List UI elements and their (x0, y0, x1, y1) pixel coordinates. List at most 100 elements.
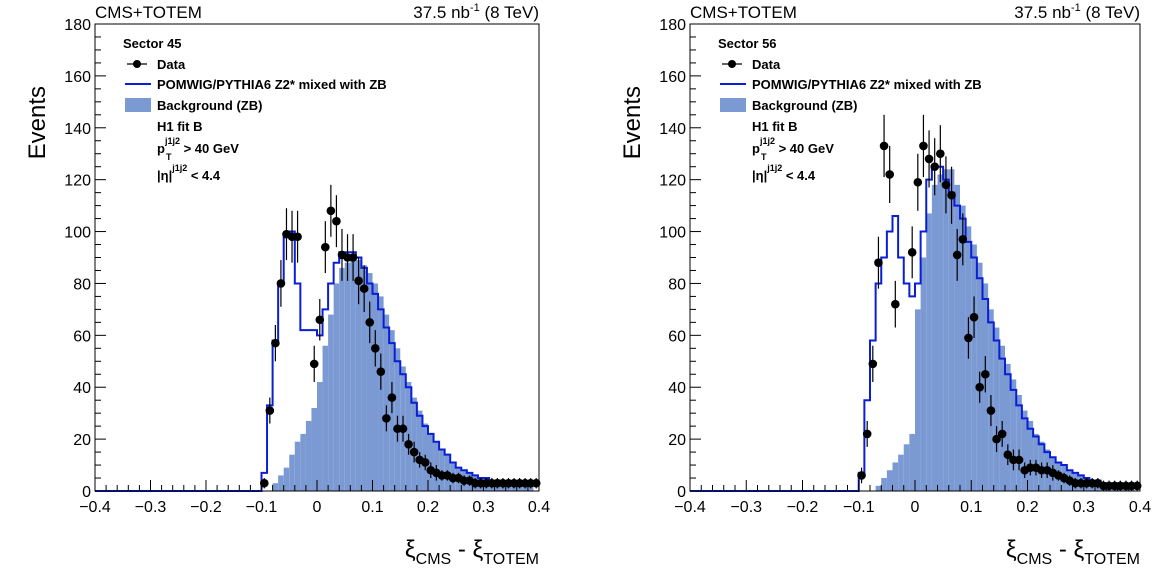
data-point (1132, 481, 1142, 491)
data-point (398, 424, 408, 434)
bar (960, 205, 966, 491)
y-tick-label: 60 (668, 328, 686, 345)
y-tick-label: 40 (668, 380, 686, 397)
x-axis: −0.4 −0.3 −0.2 −0.1 0 0.1 0.2 0.3 0.4 (674, 480, 1151, 516)
legend-sector: Sector 56 (718, 36, 777, 51)
y-tick-label: 0 (677, 484, 686, 501)
bar (317, 382, 323, 491)
data-point (332, 216, 341, 226)
data-point (359, 284, 369, 293)
x-tick-label: −0.4 (79, 499, 111, 516)
data-point (913, 177, 923, 187)
data-point (321, 242, 330, 252)
bar (892, 462, 899, 491)
bar (948, 169, 955, 492)
legend-pt-subscript: T (761, 152, 767, 162)
data-point (862, 429, 872, 439)
background-histogram (272, 260, 534, 491)
data-point (941, 180, 951, 190)
bar (937, 174, 944, 491)
data-point (964, 333, 973, 343)
data-point (404, 440, 413, 449)
bar (294, 441, 301, 491)
x-tick-label: −0.1 (843, 499, 875, 516)
x-tick-label: −0.2 (190, 499, 222, 516)
data-point (354, 276, 363, 286)
data-point (315, 315, 325, 325)
x-tick-label: 0.3 (472, 499, 494, 516)
data-point (874, 258, 883, 267)
data-point (387, 393, 397, 402)
legend-pt-cut: pj1j2 > 40 GeV (157, 136, 239, 156)
background-histogram (875, 169, 1135, 492)
bar (328, 314, 334, 491)
legend-data-label: Data (157, 57, 186, 72)
data-point (907, 248, 917, 257)
legend-fit-label: H1 fit B (752, 119, 798, 134)
legend-sector: Sector 45 (123, 36, 182, 51)
y-tick-label: 100 (64, 225, 91, 242)
bar (305, 420, 312, 491)
data-point (420, 458, 430, 467)
y-axis-label: Events (619, 86, 646, 159)
bar (926, 213, 932, 491)
mc-step-line (95, 230, 534, 492)
data-point (885, 170, 894, 179)
data-point (952, 250, 962, 260)
bar (311, 407, 317, 491)
legend-data-marker (728, 60, 736, 68)
y-axis-label: Events (24, 86, 51, 159)
bar (300, 433, 306, 491)
x-tick-label: 0.2 (417, 499, 439, 516)
legend-mc-label: POMWIG/PYTHIA6 Z2* mixed with ZB (157, 77, 387, 92)
bar (278, 475, 284, 491)
bar (272, 483, 279, 491)
x-tick-label: −0.4 (674, 499, 706, 516)
data-point (930, 162, 939, 171)
bar (999, 345, 1005, 491)
header-left: CMS+TOTEM (690, 3, 797, 22)
data-series (259, 184, 541, 489)
bar (886, 470, 893, 491)
x-tick-label: 0 (911, 499, 920, 516)
data-point (326, 206, 336, 216)
bar (909, 433, 915, 491)
data-point (924, 154, 934, 164)
data-point (382, 414, 391, 423)
y-tick-label: 80 (73, 276, 91, 293)
data-point (276, 279, 286, 288)
data-point (879, 141, 889, 151)
legend-data-label: Data (752, 57, 781, 72)
chart-panel-1: −0.4 −0.3 −0.2 −0.1 0 0.1 0.2 0.3 0.4 0 20 40 60 80 10… (24, 2, 550, 568)
legend-mc-label: POMWIG/PYTHIA6 Z2* mixed with ZB (752, 77, 982, 92)
y-tick-label: 60 (73, 328, 91, 345)
y-tick-label: 180 (64, 17, 91, 34)
bar (1027, 420, 1034, 491)
x-tick-label: 0 (313, 499, 322, 516)
legend: Sector 45 Data POMWIG/PYTHIA6 Z2* mixed wi… (123, 36, 387, 183)
bar (289, 454, 295, 491)
data-point (531, 478, 541, 488)
bar (339, 267, 345, 491)
y-tick-label: 20 (73, 432, 91, 449)
bar (372, 283, 379, 491)
legend-bkg-swatch (720, 98, 746, 112)
y-tick-label: 120 (64, 173, 91, 190)
x-tick-label: −0.2 (787, 499, 819, 516)
bar (366, 273, 373, 491)
bar (1010, 379, 1017, 491)
y-axis: 0 20 40 60 80 100 120 140 160 180 (64, 17, 106, 501)
legend-bkg-label: Background (ZB) (752, 98, 857, 113)
bar (965, 226, 972, 491)
x-tick-label: 0.4 (1129, 499, 1151, 516)
data-point (293, 232, 302, 242)
y-tick-label: 140 (64, 121, 91, 138)
chart-panel-2: −0.4 −0.3 −0.2 −0.1 0 0.1 0.2 0.3 0.4 0 20 40 60 80 10… (619, 2, 1151, 568)
x-tick-label: −0.1 (246, 499, 278, 516)
y-tick-label: 0 (82, 484, 91, 501)
bar (875, 485, 882, 491)
bar (931, 184, 938, 491)
legend-eta-cut: |η|j1j2 < 4.4 (752, 163, 816, 183)
bar (971, 244, 977, 491)
